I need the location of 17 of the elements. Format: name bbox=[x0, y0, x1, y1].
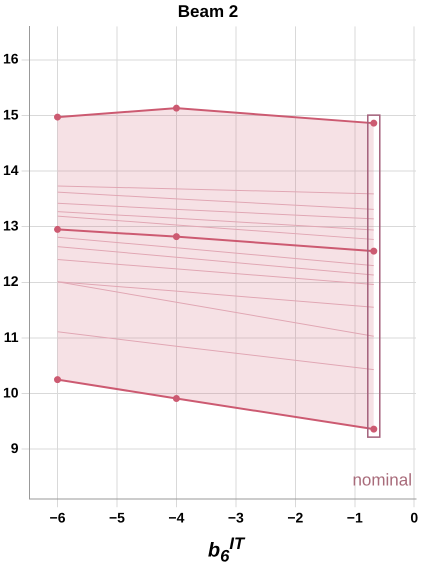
x-tick-label: −6 bbox=[50, 509, 66, 526]
y-tick-label: 9 bbox=[10, 440, 19, 456]
y-tick-label: 11 bbox=[4, 328, 19, 345]
y-tick-label: 16 bbox=[2, 50, 19, 67]
y-tick-label: 12 bbox=[2, 273, 19, 290]
x-tick-label: −4 bbox=[168, 509, 185, 526]
y-tick-label: 14 bbox=[2, 162, 19, 178]
x-tick-label: −3 bbox=[228, 509, 244, 526]
y-tick-label: 15 bbox=[2, 106, 19, 122]
annotation: nominal bbox=[352, 470, 412, 490]
y-tick-label: 10 bbox=[2, 384, 19, 400]
x-tick-label: −2 bbox=[287, 509, 304, 526]
chart-title: Beam 2 bbox=[178, 2, 238, 21]
y-tick-label: 13 bbox=[2, 218, 19, 234]
x-tick-label: −1 bbox=[346, 509, 363, 526]
x-tick-label: −5 bbox=[108, 509, 126, 526]
x-tick-label: 0 bbox=[410, 509, 418, 526]
